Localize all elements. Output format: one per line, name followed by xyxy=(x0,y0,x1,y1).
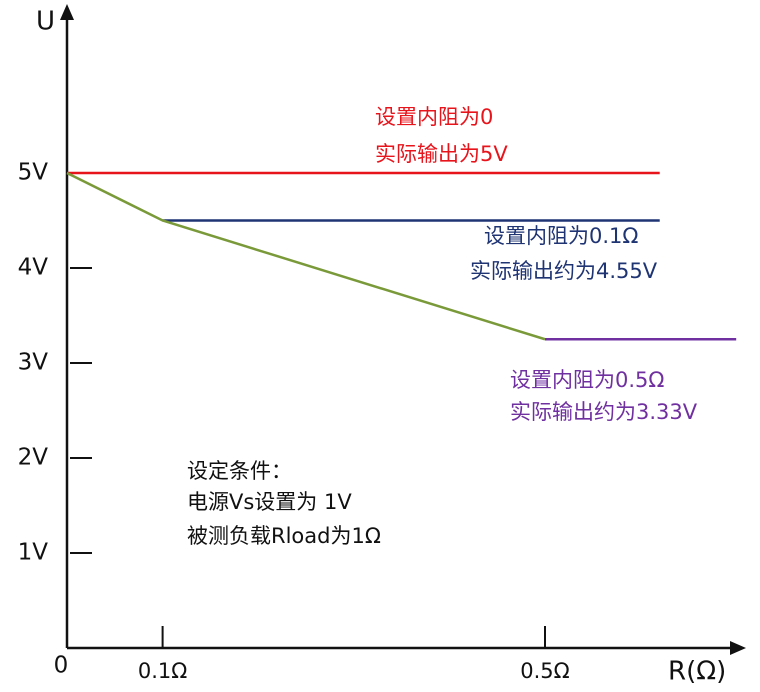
annotation: 电源Vs设置为 1V xyxy=(187,490,352,514)
x-tick-label: 0.5Ω xyxy=(520,659,569,683)
annotation: 设置内阻为0.1Ω xyxy=(484,224,638,248)
y-axis-label: U xyxy=(36,7,55,37)
annotation: 设定条件： xyxy=(187,459,292,483)
annotation: 被测负载Rload为1Ω xyxy=(187,524,381,548)
annotation: 设置内阻为0.5Ω xyxy=(510,368,664,392)
x-arrow xyxy=(730,641,746,655)
x-tick-label: 0 xyxy=(54,653,69,679)
annotation: 设置内阻为0 xyxy=(375,105,493,129)
y-tick-label: 1V xyxy=(18,540,49,566)
y-arrow xyxy=(60,4,74,20)
y-tick-label: 5V xyxy=(18,160,49,186)
y-tick-label: 4V xyxy=(18,255,49,281)
x-tick-label: 0.1Ω xyxy=(138,659,187,683)
series-line xyxy=(66,171,546,341)
y-tick-label: 2V xyxy=(18,445,49,471)
annotation: 实际输出为5V xyxy=(375,142,508,166)
annotation: 实际输出约为4.55V xyxy=(470,259,658,283)
annotation: 实际输出约为3.33V xyxy=(510,400,698,424)
y-tick-label: 3V xyxy=(18,350,49,376)
x-axis-label: R(Ω) xyxy=(668,657,726,687)
